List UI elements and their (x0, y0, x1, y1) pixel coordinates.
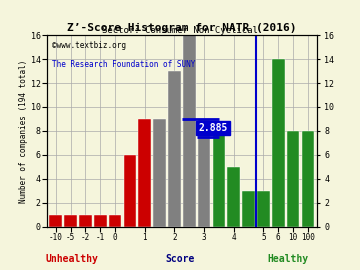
Bar (287, 131, 300, 227)
Bar (94, 215, 107, 227)
Title: Z’-Score Histogram for NATR (2016): Z’-Score Histogram for NATR (2016) (67, 23, 297, 33)
Y-axis label: Number of companies (194 total): Number of companies (194 total) (19, 59, 28, 203)
Bar (183, 35, 195, 227)
Text: Score: Score (165, 254, 195, 264)
Bar (168, 71, 181, 227)
Bar (242, 191, 255, 227)
Bar (228, 167, 240, 227)
Bar (49, 215, 62, 227)
Bar (138, 119, 151, 227)
Bar (64, 215, 77, 227)
Bar (302, 131, 314, 227)
Bar (257, 191, 270, 227)
Bar (153, 119, 166, 227)
Bar (79, 215, 92, 227)
Bar (109, 215, 121, 227)
Text: The Research Foundation of SUNY: The Research Foundation of SUNY (52, 60, 195, 69)
Text: 2.885: 2.885 (198, 123, 228, 133)
Bar (213, 131, 225, 227)
Bar (198, 119, 210, 227)
Text: Healthy: Healthy (267, 254, 309, 264)
Text: Unhealthy: Unhealthy (46, 254, 98, 264)
Text: Sector: Consumer Non-Cyclical: Sector: Consumer Non-Cyclical (102, 26, 258, 35)
Text: ©www.textbiz.org: ©www.textbiz.org (52, 41, 126, 50)
Bar (123, 155, 136, 227)
Bar (272, 59, 284, 227)
